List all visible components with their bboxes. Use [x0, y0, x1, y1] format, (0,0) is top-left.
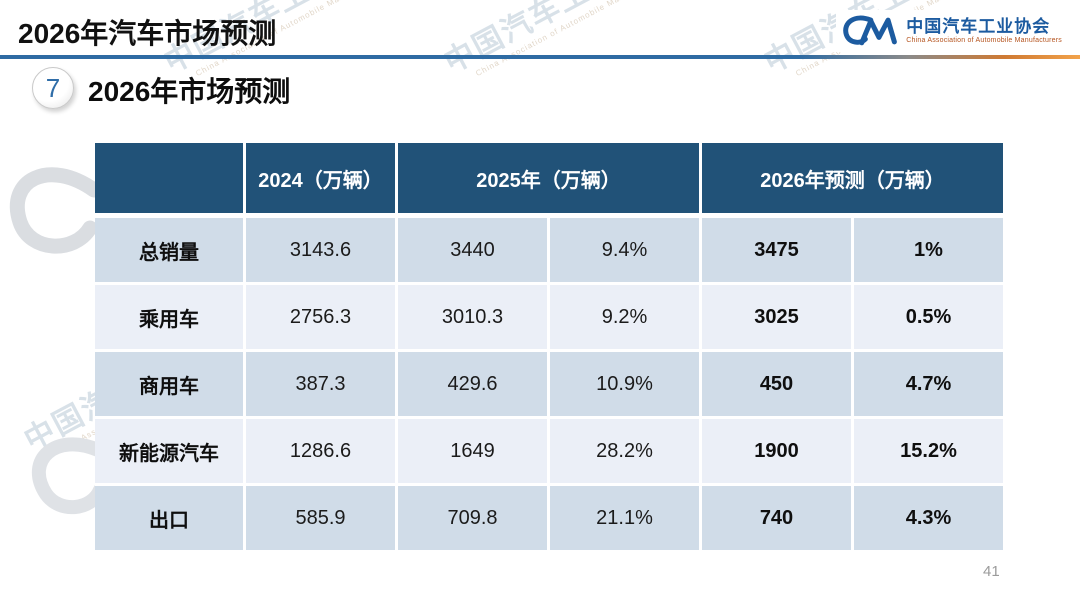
watermark-text-cn: 中国汽车工业协会 — [439, 0, 681, 80]
yoy-2025: 10.9% — [550, 352, 699, 416]
value-2026: 3475 — [702, 218, 851, 282]
value-2026: 3025 — [702, 285, 851, 349]
table-row: 商用车 387.3 429.6 10.9% 450 4.7% — [95, 352, 1003, 416]
watermark-stamp: 中国汽车工业协会 China Association of Automobile… — [439, 0, 685, 88]
yoy-2026: 4.7% — [854, 352, 1003, 416]
value-2024: 387.3 — [246, 352, 395, 416]
value-2025: 429.6 — [398, 352, 547, 416]
watermark-text-en: China Association of Automobile Manufact… — [474, 0, 667, 79]
table-row: 新能源汽车 1286.6 1649 28.2% 1900 15.2% — [95, 419, 1003, 483]
yoy-2025: 9.4% — [550, 218, 699, 282]
value-2024: 1286.6 — [246, 419, 395, 483]
value-2024: 3143.6 — [246, 218, 395, 282]
header-cell-blank — [95, 143, 243, 213]
row-label: 乘用车 — [95, 285, 243, 349]
value-2024: 585.9 — [246, 486, 395, 550]
page-number: 41 — [983, 563, 1000, 580]
yoy-2025: 21.1% — [550, 486, 699, 550]
title-divider-rule — [0, 55, 1080, 59]
table-body: 总销量 3143.6 3440 9.4% 3475 1% 乘用车 2756.3 … — [95, 218, 1003, 550]
yoy-2026: 15.2% — [854, 419, 1003, 483]
cm-logo-icon — [843, 15, 898, 46]
row-label: 新能源汽车 — [95, 419, 243, 483]
value-2024: 2756.3 — [246, 285, 395, 349]
caam-logo: 中国汽车工业协会 China Association of Automobile… — [836, 10, 1066, 52]
header-cell-2026: 2026年预测（万辆） — [702, 143, 1003, 213]
section-number-badge: 7 — [32, 67, 74, 109]
forecast-table: 2024（万辆） 2025年（万辆） 2026年预测（万辆） 总销量 3143.… — [95, 143, 1003, 553]
page-title: 2026年汽车市场预测 — [18, 18, 277, 49]
yoy-2026: 1% — [854, 218, 1003, 282]
value-2026: 740 — [702, 486, 851, 550]
value-2025: 1649 — [398, 419, 547, 483]
row-label: 商用车 — [95, 352, 243, 416]
yoy-2025: 9.2% — [550, 285, 699, 349]
table-row: 出口 585.9 709.8 21.1% 740 4.3% — [95, 486, 1003, 550]
row-label: 总销量 — [95, 218, 243, 282]
value-2025: 709.8 — [398, 486, 547, 550]
header-cell-2025: 2025年（万辆） — [398, 143, 699, 213]
table-row: 总销量 3143.6 3440 9.4% 3475 1% — [95, 218, 1003, 282]
value-2025: 3440 — [398, 218, 547, 282]
table-row: 乘用车 2756.3 3010.3 9.2% 3025 0.5% — [95, 285, 1003, 349]
header-cell-2024: 2024（万辆） — [246, 143, 395, 213]
logo-name-en: China Association of Automobile Manufact… — [906, 36, 1062, 44]
table-header-row: 2024（万辆） 2025年（万辆） 2026年预测（万辆） — [95, 143, 1003, 213]
row-label: 出口 — [95, 486, 243, 550]
logo-text: 中国汽车工业协会 China Association of Automobile… — [906, 17, 1062, 45]
yoy-2026: 0.5% — [854, 285, 1003, 349]
logo-name-cn: 中国汽车工业协会 — [906, 17, 1051, 37]
value-2026: 450 — [702, 352, 851, 416]
section-number: 7 — [45, 72, 61, 103]
yoy-2026: 4.3% — [854, 486, 1003, 550]
value-2026: 1900 — [702, 419, 851, 483]
value-2025: 3010.3 — [398, 285, 547, 349]
yoy-2025: 28.2% — [550, 419, 699, 483]
section-heading: 2026年市场预测 — [88, 76, 291, 107]
